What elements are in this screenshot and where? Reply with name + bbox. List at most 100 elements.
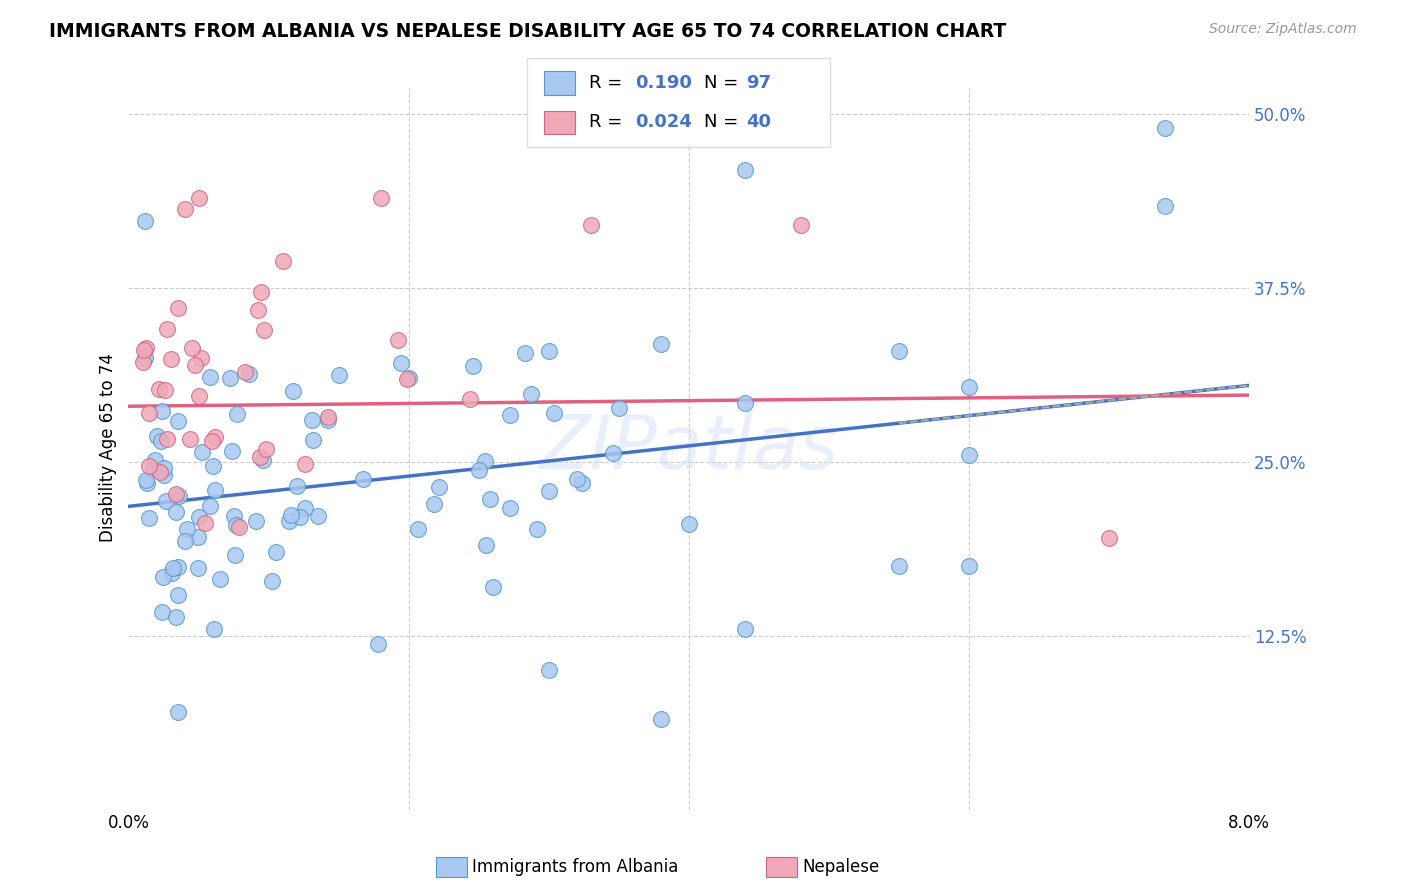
Point bbox=[225, 517, 247, 532]
Point bbox=[475, 538, 498, 552]
Point bbox=[571, 476, 593, 491]
Point bbox=[180, 341, 202, 355]
Point bbox=[188, 389, 211, 403]
Point bbox=[153, 461, 176, 475]
Point bbox=[294, 457, 316, 471]
Point bbox=[520, 387, 543, 401]
Point bbox=[537, 343, 560, 358]
Point bbox=[224, 548, 246, 562]
Point bbox=[134, 351, 156, 365]
Point bbox=[187, 191, 209, 205]
Point bbox=[650, 336, 672, 351]
Text: Immigrants from Albania: Immigrants from Albania bbox=[472, 858, 679, 876]
Point bbox=[887, 559, 910, 574]
Point bbox=[194, 516, 217, 531]
Point bbox=[148, 382, 170, 396]
Point bbox=[188, 509, 211, 524]
Point bbox=[294, 501, 316, 516]
Point bbox=[149, 434, 172, 448]
Point bbox=[190, 351, 212, 366]
Point bbox=[328, 368, 350, 383]
Point bbox=[221, 444, 243, 458]
Point bbox=[406, 522, 429, 536]
Point bbox=[398, 371, 420, 385]
Point bbox=[150, 605, 173, 619]
Point bbox=[395, 371, 418, 385]
Text: 97: 97 bbox=[747, 74, 772, 92]
Point bbox=[301, 413, 323, 427]
Point bbox=[245, 514, 267, 528]
Point bbox=[260, 574, 283, 589]
Point bbox=[191, 444, 214, 458]
Point bbox=[254, 442, 277, 457]
Point bbox=[387, 334, 409, 348]
Point bbox=[427, 480, 450, 494]
Point bbox=[224, 508, 246, 523]
Point bbox=[513, 345, 536, 359]
Point bbox=[957, 380, 980, 394]
Point bbox=[474, 454, 496, 468]
Text: Source: ZipAtlas.com: Source: ZipAtlas.com bbox=[1209, 22, 1357, 37]
Point bbox=[283, 384, 305, 398]
Point bbox=[288, 509, 311, 524]
Point bbox=[1098, 532, 1121, 546]
Point bbox=[252, 453, 274, 467]
Point bbox=[537, 664, 560, 678]
Point bbox=[266, 545, 288, 559]
Point bbox=[204, 483, 226, 498]
Point bbox=[302, 433, 325, 447]
Point bbox=[543, 406, 565, 420]
Point bbox=[499, 408, 522, 422]
Point bbox=[202, 459, 225, 474]
Point bbox=[650, 712, 672, 726]
Point bbox=[458, 392, 481, 407]
Point bbox=[481, 580, 503, 594]
Point bbox=[179, 432, 201, 446]
Point bbox=[134, 343, 156, 358]
Point bbox=[152, 570, 174, 584]
Point bbox=[138, 458, 160, 473]
Point bbox=[307, 509, 329, 524]
Point bbox=[389, 356, 412, 370]
Point bbox=[167, 489, 190, 503]
Point bbox=[156, 322, 179, 336]
Point bbox=[235, 366, 257, 380]
Point bbox=[160, 566, 183, 580]
Point bbox=[162, 560, 184, 574]
Point bbox=[565, 472, 588, 486]
Point bbox=[183, 358, 205, 372]
Point bbox=[252, 323, 274, 337]
Point bbox=[226, 407, 249, 421]
Point bbox=[149, 465, 172, 479]
Point bbox=[287, 478, 309, 492]
Point bbox=[135, 473, 157, 487]
Point bbox=[219, 371, 242, 385]
Point bbox=[146, 428, 169, 442]
Point bbox=[153, 467, 176, 482]
Point bbox=[249, 450, 271, 464]
Point bbox=[423, 497, 446, 511]
Point bbox=[537, 484, 560, 499]
Point bbox=[370, 191, 392, 205]
Point bbox=[138, 406, 160, 420]
Point bbox=[165, 505, 187, 519]
Point bbox=[135, 341, 157, 355]
Point bbox=[887, 343, 910, 358]
Text: IMMIGRANTS FROM ALBANIA VS NEPALESE DISABILITY AGE 65 TO 74 CORRELATION CHART: IMMIGRANTS FROM ALBANIA VS NEPALESE DISA… bbox=[49, 22, 1007, 41]
Point bbox=[461, 359, 484, 374]
Point bbox=[478, 492, 501, 507]
Text: 40: 40 bbox=[747, 113, 772, 131]
Point bbox=[238, 367, 260, 381]
Point bbox=[155, 383, 177, 397]
Point bbox=[165, 610, 187, 624]
Point bbox=[187, 561, 209, 575]
Point bbox=[734, 162, 756, 177]
Point bbox=[678, 517, 700, 532]
Point bbox=[1154, 199, 1177, 213]
Point bbox=[143, 452, 166, 467]
Point bbox=[209, 572, 232, 586]
Point bbox=[165, 487, 187, 501]
Point bbox=[790, 219, 813, 233]
Point bbox=[134, 214, 156, 228]
Point bbox=[198, 499, 221, 513]
